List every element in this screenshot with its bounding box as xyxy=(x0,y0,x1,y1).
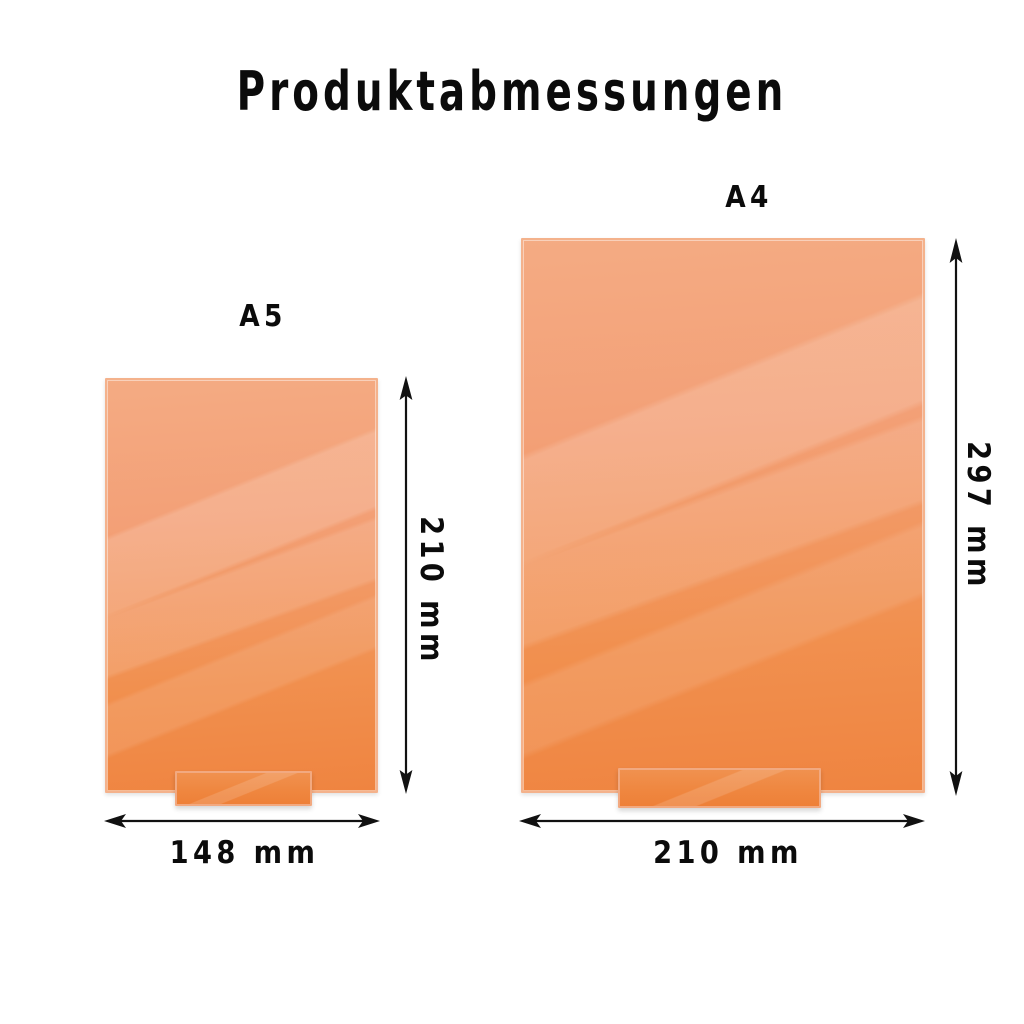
dimension-arrow-vertical-a4 xyxy=(940,238,972,796)
size-label-a5: A5 xyxy=(239,299,287,334)
size-label-a4: A4 xyxy=(725,180,773,215)
acrylic-panel-a4 xyxy=(521,238,925,793)
acrylic-stand-base-a4 xyxy=(618,768,821,808)
acrylic-panel-a5 xyxy=(105,378,378,793)
dimension-value-height-a4: 297 mm xyxy=(960,441,996,591)
dimension-arrow-vertical-a5 xyxy=(390,376,422,794)
dimension-value-height-a5: 210 mm xyxy=(413,516,449,666)
acrylic-stand-base-a5 xyxy=(175,771,312,806)
dimension-value-width-a5: 148 mm xyxy=(169,835,320,871)
dimension-arrow-horizontal-a5 xyxy=(104,808,380,834)
dimension-arrow-horizontal-a4 xyxy=(519,808,925,834)
dimension-value-width-a4: 210 mm xyxy=(653,835,803,871)
page-title: Produktabmessungen xyxy=(236,60,788,123)
